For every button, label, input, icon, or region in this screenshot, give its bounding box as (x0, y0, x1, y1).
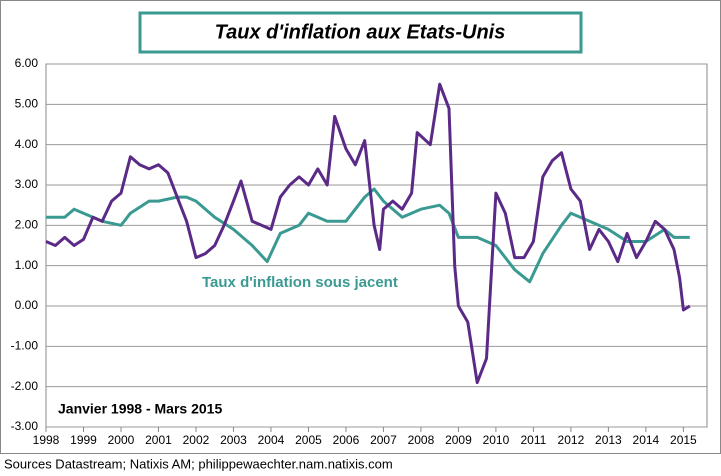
x-tick-label: 2011 (521, 433, 547, 447)
x-tick-label: 2001 (145, 433, 172, 447)
x-tick-label: 2002 (183, 433, 210, 447)
x-tick-label: 2007 (370, 433, 397, 447)
series-line (46, 187, 690, 284)
y-tick-label: -3.00 (11, 419, 39, 433)
x-tick-label: 2000 (108, 433, 135, 447)
x-tick-label: 2005 (295, 433, 322, 447)
y-tick-label: 3.00 (15, 177, 39, 191)
y-tick-label: 4.00 (15, 137, 39, 151)
x-tick-label: 2014 (633, 433, 660, 447)
x-tick-label: 2015 (670, 433, 697, 447)
series-label: Taux d'inflation sous jacent (202, 274, 398, 291)
x-tick-label: 2012 (558, 433, 585, 447)
x-tick-label: 2010 (483, 433, 510, 447)
y-tick-label: 0.00 (15, 298, 39, 312)
x-tick-label: 2006 (333, 433, 360, 447)
y-tick-label: 2.00 (15, 218, 39, 232)
x-tick-label: 2009 (445, 433, 472, 447)
title-box (138, 11, 583, 54)
y-tick-label: 5.00 (15, 97, 39, 111)
period-note: Janvier 1998 - Mars 2015 (58, 401, 222, 417)
chart-title: Taux d'inflation aux Etats-Unis (215, 21, 506, 43)
source: Sources Datastream; Natixis AM; philippe… (4, 456, 393, 471)
y-tick-label: 1.00 (15, 258, 39, 272)
x-tick-label: 1998 (33, 433, 60, 447)
x-tick-label: 2013 (595, 433, 622, 447)
y-tick-label: 6.00 (15, 56, 39, 70)
x-tick-label: 2004 (258, 433, 285, 447)
y-tick-label: -1.00 (11, 339, 39, 353)
x-tick-label: 2003 (220, 433, 247, 447)
y-tick-label: -2.00 (11, 379, 39, 393)
x-tick-label: 1999 (70, 433, 97, 447)
series-line (45, 82, 691, 385)
x-tick-label: 2008 (408, 433, 435, 447)
chart-frame (0, 0, 721, 454)
